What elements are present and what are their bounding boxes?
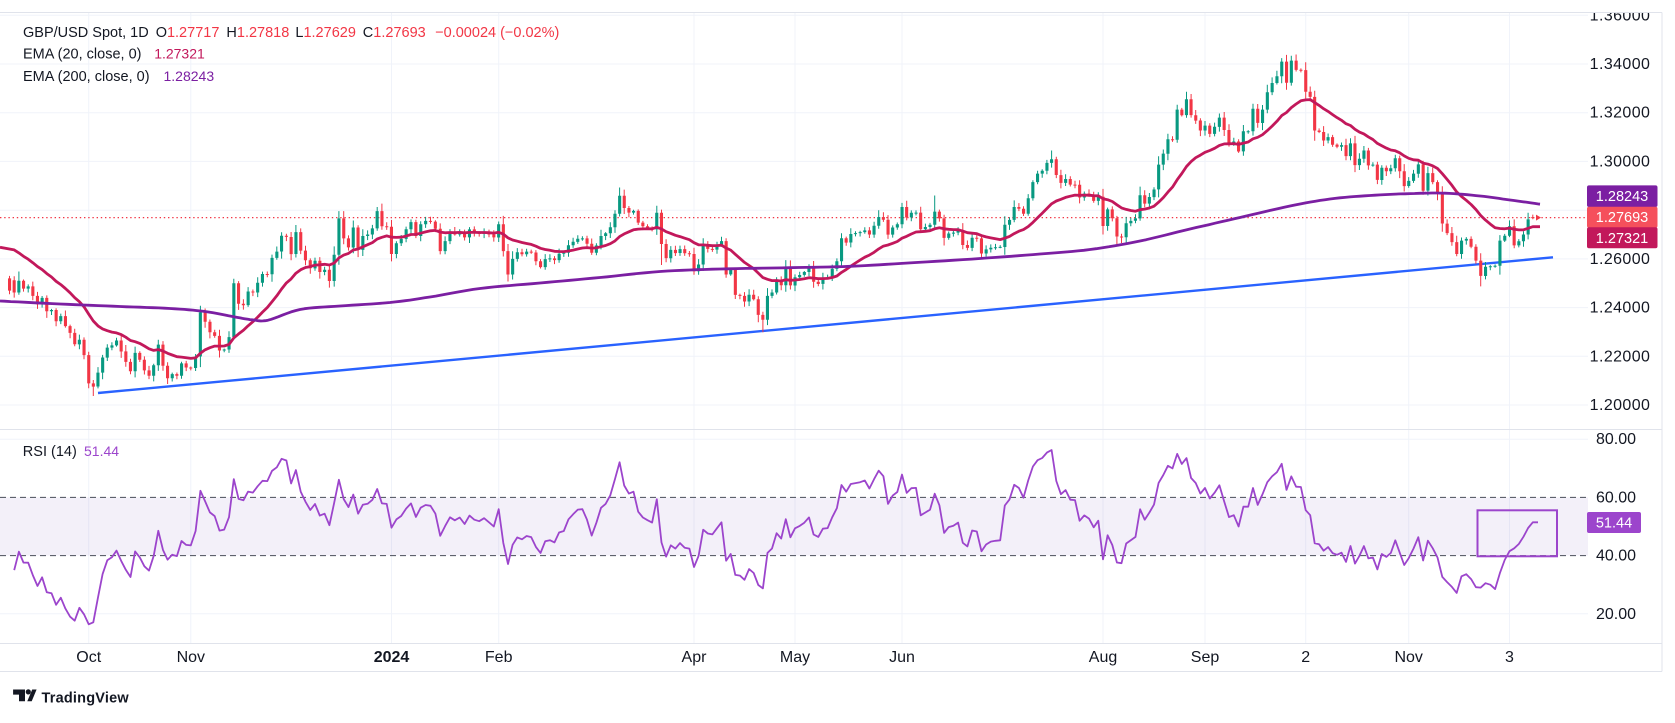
svg-text:40.00: 40.00 bbox=[1596, 548, 1636, 565]
svg-text:2024: 2024 bbox=[374, 649, 410, 666]
svg-text:1.24000: 1.24000 bbox=[1590, 300, 1651, 317]
svg-text:3: 3 bbox=[1505, 649, 1514, 666]
svg-text:60.00: 60.00 bbox=[1596, 489, 1636, 506]
svg-text:80.00: 80.00 bbox=[1596, 431, 1636, 448]
svg-text:Apr: Apr bbox=[682, 649, 708, 666]
svg-text:1.30000: 1.30000 bbox=[1590, 153, 1651, 170]
svg-text:H1.27818: H1.27818 bbox=[226, 25, 289, 41]
svg-text:1.28243: 1.28243 bbox=[164, 68, 215, 84]
svg-text:Feb: Feb bbox=[485, 649, 513, 666]
svg-text:C1.27693: C1.27693 bbox=[363, 25, 426, 41]
svg-text:GBP/USD Spot, 1D: GBP/USD Spot, 1D bbox=[23, 25, 149, 41]
svg-text:1.28243: 1.28243 bbox=[1596, 189, 1648, 205]
svg-text:−0.00024 (−0.02%): −0.00024 (−0.02%) bbox=[435, 25, 559, 41]
svg-text:Oct: Oct bbox=[76, 649, 101, 666]
svg-text:1.34000: 1.34000 bbox=[1590, 56, 1651, 73]
svg-text:1.27693: 1.27693 bbox=[1596, 210, 1648, 226]
svg-text:20.00: 20.00 bbox=[1596, 606, 1636, 623]
svg-text:L1.27629: L1.27629 bbox=[295, 25, 356, 41]
svg-text:51.44: 51.44 bbox=[84, 443, 119, 459]
svg-text:May: May bbox=[780, 649, 810, 666]
svg-text:1.27321: 1.27321 bbox=[154, 46, 205, 62]
svg-text:1.20000: 1.20000 bbox=[1590, 397, 1651, 414]
svg-text:1.32000: 1.32000 bbox=[1590, 105, 1651, 122]
svg-text:TradingView: TradingView bbox=[42, 691, 130, 707]
svg-text:Jun: Jun bbox=[889, 649, 915, 666]
svg-text:EMA (200, close, 0): EMA (200, close, 0) bbox=[23, 69, 150, 85]
svg-text:O1.27717: O1.27717 bbox=[156, 25, 220, 41]
svg-text:Nov: Nov bbox=[1394, 649, 1422, 666]
svg-text:2: 2 bbox=[1301, 649, 1310, 666]
svg-text:EMA (20, close, 0): EMA (20, close, 0) bbox=[23, 47, 141, 63]
svg-text:1.22000: 1.22000 bbox=[1590, 348, 1651, 365]
svg-text:51.44: 51.44 bbox=[1596, 516, 1632, 532]
svg-text:Aug: Aug bbox=[1089, 649, 1117, 666]
svg-text:1.26000: 1.26000 bbox=[1590, 251, 1651, 268]
svg-text:1.27321: 1.27321 bbox=[1596, 231, 1648, 247]
svg-text:Nov: Nov bbox=[177, 649, 205, 666]
svg-text:RSI (14): RSI (14) bbox=[23, 444, 77, 460]
svg-text:Sep: Sep bbox=[1191, 649, 1220, 666]
